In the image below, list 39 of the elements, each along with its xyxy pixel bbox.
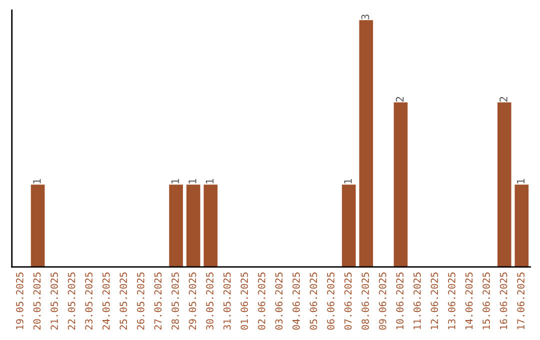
x-tick-label: 27.05.2025: [154, 272, 162, 330]
x-tick-label: 28.05.2025: [172, 272, 179, 330]
x-tick-label: 10.06.2025: [396, 272, 404, 330]
x-tick-label: 06.06.2025: [327, 272, 334, 330]
data-label: 1: [344, 179, 352, 184]
x-tick-label: 04.06.2025: [292, 272, 300, 330]
data-label: 2: [500, 96, 508, 102]
x-tick-label: 30.05.2025: [206, 272, 214, 330]
x-tick-label: 14.06.2025: [465, 272, 473, 330]
x-tick-label: 22.05.2025: [68, 272, 76, 330]
x-tick-label: 07.06.2025: [344, 272, 352, 330]
x-tick-label: 20.05.2025: [33, 272, 41, 330]
x-tick-label: 29.05.2025: [188, 272, 196, 330]
data-label: 1: [188, 179, 196, 184]
x-tick-label: 12.06.2025: [430, 272, 438, 330]
x-tick-label: 01.06.2025: [240, 272, 248, 330]
x-tick-label: 02.06.2025: [258, 272, 266, 330]
x-tick-label: 09.06.2025: [378, 272, 386, 330]
x-tick-label: 13.06.2025: [448, 272, 456, 330]
x-tick-label: 19.05.2025: [16, 272, 24, 330]
x-tick-label: 05.06.2025: [310, 272, 318, 330]
x-tick-label: 25.05.2025: [120, 272, 128, 330]
x-tick-label: 23.05.2025: [85, 272, 92, 330]
x-tick-label: 11.06.2025: [413, 272, 421, 330]
data-label: 2: [396, 96, 404, 102]
x-tick-label: 26.05.2025: [136, 272, 144, 330]
x-tick-label: 31.05.2025: [223, 272, 231, 330]
data-label: 1: [33, 179, 41, 184]
x-tick-label: 17.06.2025: [517, 272, 524, 330]
x-tick-label: 24.05.2025: [102, 272, 110, 330]
data-label: 1: [171, 179, 179, 184]
data-label: 1: [516, 179, 525, 184]
x-tick-label: 03.06.2025: [275, 272, 283, 330]
x-tick-label: 16.06.2025: [500, 272, 508, 330]
data-label: 1: [206, 179, 214, 184]
data-label: 3: [361, 14, 370, 20]
x-tick-label: 21.05.2025: [50, 272, 58, 330]
x-tick-label: 08.06.2025: [362, 272, 369, 330]
x-tick-label: 15.06.2025: [482, 272, 490, 330]
